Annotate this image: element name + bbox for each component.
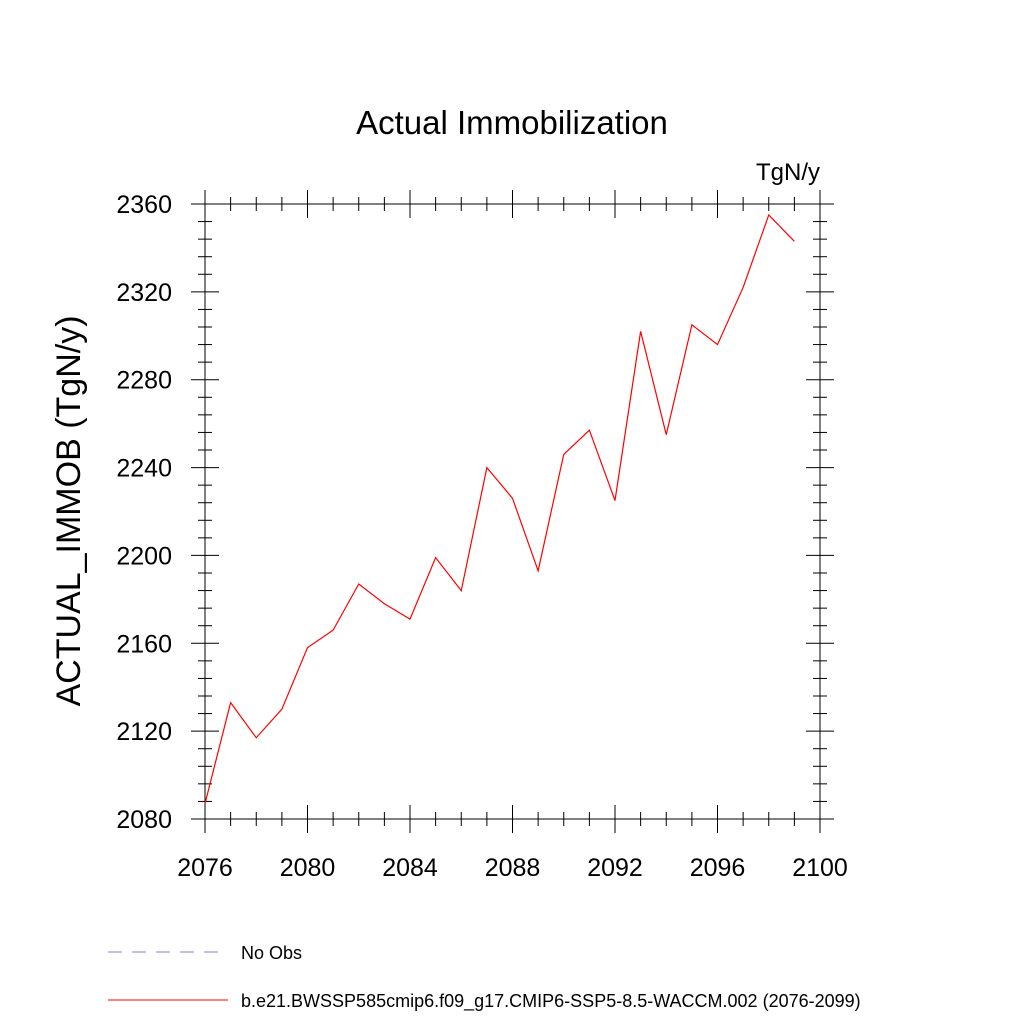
y-tick-label: 2240 xyxy=(116,455,172,483)
y-tick-label: 2120 xyxy=(116,718,172,746)
y-tick-label: 2280 xyxy=(116,367,172,395)
y-axis-label: ACTUAL_IMMOB (TgN/y) xyxy=(50,315,88,706)
major-ticks xyxy=(191,190,834,833)
series-line-0 xyxy=(204,213,795,804)
x-tick-label: 2092 xyxy=(587,854,643,882)
legend-label-1: b.e21.BWSSP585cmip6.f09_g17.CMIP6-SSP5-8… xyxy=(241,991,861,1012)
x-tick-label: 2088 xyxy=(485,854,541,882)
plot-frame xyxy=(204,203,821,820)
legend-label-0: No Obs xyxy=(241,943,302,963)
y-tick-label: 2320 xyxy=(116,279,172,307)
x-tick-labels: 2076 2080 2084 2088 2092 2096 2100 xyxy=(177,854,848,882)
y-tick-labels: 2080 2120 2160 2200 2240 2280 2320 2360 xyxy=(116,191,172,834)
y-tick-label: 2160 xyxy=(116,630,172,658)
x-tick-label: 2080 xyxy=(280,854,336,882)
y-tick-label: 2080 xyxy=(116,806,172,834)
y-tick-label: 2200 xyxy=(116,542,172,570)
y-tick-label: 2360 xyxy=(116,191,172,219)
x-tick-label: 2084 xyxy=(382,854,438,882)
minor-ticks xyxy=(198,197,827,826)
units-label: TgN/y xyxy=(756,159,820,186)
legend: No Obs b.e21.BWSSP585cmip6.f09_g17.CMIP6-… xyxy=(108,943,861,1012)
x-tick-label: 2076 xyxy=(177,854,233,882)
chart-title: Actual Immobilization xyxy=(356,104,668,141)
x-tick-label: 2100 xyxy=(792,854,848,882)
x-tick-label: 2096 xyxy=(690,854,746,882)
series-layer xyxy=(204,213,795,804)
